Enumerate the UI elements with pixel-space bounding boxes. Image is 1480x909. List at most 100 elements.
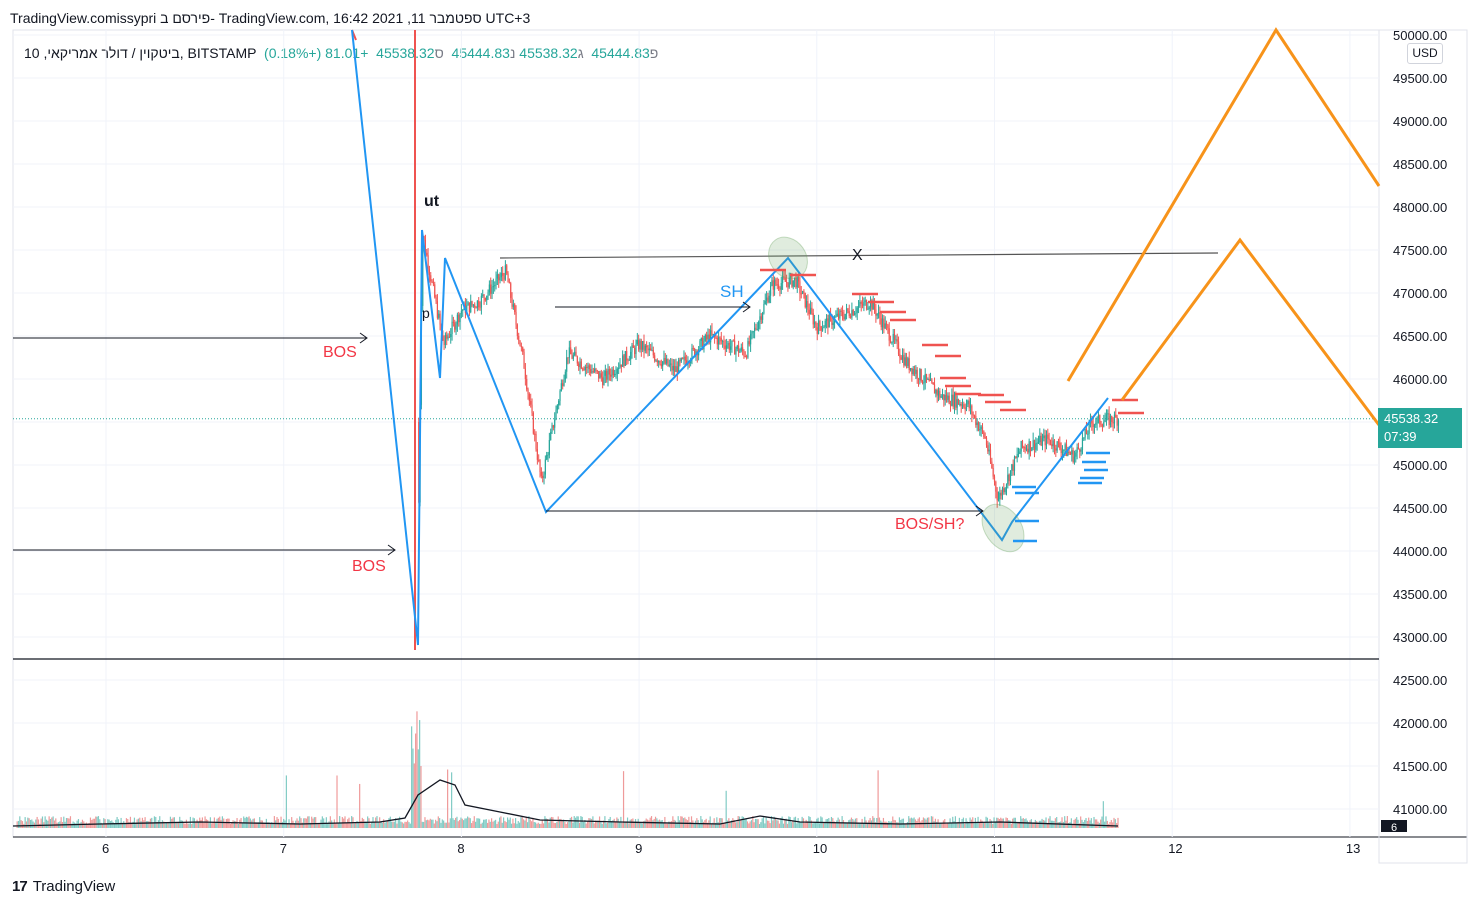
candle-body [448,336,451,338]
candle-body [968,400,970,409]
candle-body [642,340,644,350]
candle-body [570,347,572,355]
candle-body [912,368,914,375]
candle-body [532,412,534,434]
candle-body [980,426,982,430]
candle-body [518,335,520,341]
candle-body [1055,448,1057,451]
candle-body [957,399,960,405]
candle-body [816,327,818,334]
candle-body [1116,417,1118,426]
candle-body [907,358,909,366]
candle-body [773,279,776,290]
candle-body [1016,454,1018,458]
currency-button[interactable]: USD [1407,43,1443,64]
candle-body [691,348,693,361]
candle-body [1048,438,1050,440]
candle-body [548,440,550,455]
candle-body [623,355,625,366]
candle-body [651,349,653,351]
candle-body [471,301,473,306]
candle-body [796,277,798,288]
candle-body [971,405,973,415]
candle-body [1099,415,1101,425]
candle-body [728,342,730,350]
candle-body [568,347,570,358]
candle-body [769,285,772,296]
candle-body [604,370,606,376]
candle-body [435,297,437,302]
candle-body [664,357,666,364]
candle-body [993,476,996,482]
candle-body [992,467,994,477]
tradingview-logo[interactable]: 17 TradingView [12,878,115,895]
candle-body [841,311,844,317]
candle-body [538,459,540,461]
candle-body [941,394,944,397]
tradingview-mark-icon: 17 [12,878,28,895]
candle-body [587,365,589,368]
candle-body [1117,420,1120,426]
candle-body [940,396,942,398]
candle-body [851,310,853,318]
candle-body [844,313,846,320]
candle-body [901,355,904,360]
candle-body [622,355,624,367]
candle-body [1053,440,1056,449]
candle-body [967,400,969,405]
y-tick-label: 41500.00 [1393,759,1447,774]
bos-arrow-upper-head [359,332,368,344]
candle-body [964,407,966,410]
candle-body [539,460,541,472]
candle-body [522,347,524,352]
candle-body [823,326,825,329]
candle-body [680,358,682,362]
candle-body [488,284,490,293]
candle-body [666,358,668,364]
candle-body [1067,451,1069,456]
candle-body [1033,440,1036,450]
candle-body [1108,413,1110,425]
candle-body [807,301,809,310]
volume-badge-bg [1381,820,1407,832]
candle-body [556,405,558,410]
candle-body [762,313,764,320]
candle-body [1023,446,1025,448]
tradingview-name: TradingView [32,878,116,895]
candle-body [656,360,658,363]
candle-body [723,341,725,346]
candle-body [426,252,428,256]
candle-body [1031,447,1033,451]
candle-body [716,337,718,345]
candle-body [888,328,890,341]
candle-body [574,351,576,356]
candle-body [892,334,894,343]
candle-body [671,363,673,371]
candle-body [746,356,748,358]
symbol-name[interactable]: ביטקוין / דולר אמריקאי, 10, BITSTAMP [24,45,257,61]
candle-body [771,280,773,286]
candle-body [486,295,488,301]
candle-body [526,378,528,390]
candle-body [439,313,441,325]
candle-body [845,308,848,314]
candle-body [799,281,801,294]
candle-body [751,331,753,334]
candle-body [1057,441,1060,443]
candle-body [503,275,505,280]
candle-body [1084,428,1086,438]
candle-body [948,395,950,405]
candle-body [887,325,889,329]
candle-body [511,297,513,307]
candle-body [588,365,590,370]
candle-body [571,354,573,359]
candle-body [825,318,828,321]
candle-body [720,338,722,342]
candle-body [702,338,704,350]
candle-body [563,379,565,386]
bos-sh-arrow-head [975,505,984,517]
candle-body [418,422,420,503]
candle-body [797,277,800,282]
candle-body [908,358,910,371]
